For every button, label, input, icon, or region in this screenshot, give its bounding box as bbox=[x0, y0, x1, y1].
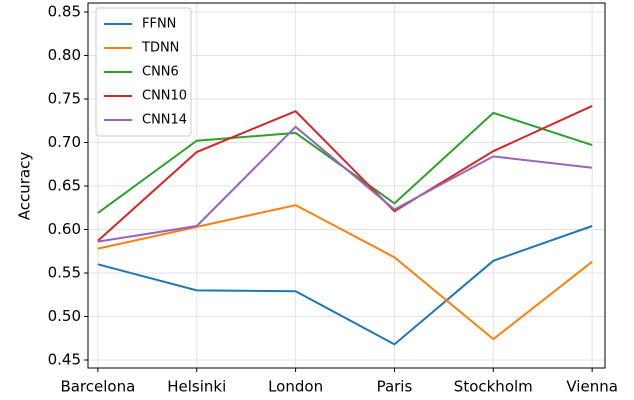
y-tick-label: 0.85 bbox=[48, 2, 81, 20]
series-line bbox=[97, 225, 593, 346]
y-tick-label: 0.60 bbox=[48, 220, 81, 238]
series-line bbox=[97, 125, 593, 243]
series-line bbox=[97, 204, 593, 341]
series-line bbox=[97, 105, 593, 242]
y-tick-label: 0.70 bbox=[48, 133, 81, 151]
x-tick-label: Paris bbox=[377, 378, 413, 396]
y-tick-label: 0.65 bbox=[48, 176, 81, 194]
legend-box bbox=[95, 7, 192, 137]
y-tick-label: 0.45 bbox=[48, 350, 81, 368]
plot-frame bbox=[87, 2, 606, 369]
y-tick-label: 0.55 bbox=[48, 263, 81, 281]
x-tick-label: Vienna bbox=[566, 378, 618, 396]
y-tick-label: 0.80 bbox=[48, 46, 81, 64]
legend-label: CNN14 bbox=[142, 113, 187, 128]
legend-label: CNN10 bbox=[142, 89, 187, 104]
y-tick-label: 0.75 bbox=[48, 89, 81, 107]
x-tick-label: Helsinki bbox=[167, 378, 226, 396]
y-tick-label: 0.50 bbox=[48, 307, 81, 325]
legend-label: TDNN bbox=[141, 41, 179, 56]
legend-label: CNN6 bbox=[142, 65, 179, 80]
legend-label: FFNN bbox=[142, 17, 176, 32]
x-tick-label: Stockholm bbox=[454, 378, 533, 396]
y-axis-label: Accuracy bbox=[16, 152, 34, 221]
x-tick-label: London bbox=[268, 378, 323, 396]
x-tick-label: Barcelona bbox=[60, 378, 135, 396]
